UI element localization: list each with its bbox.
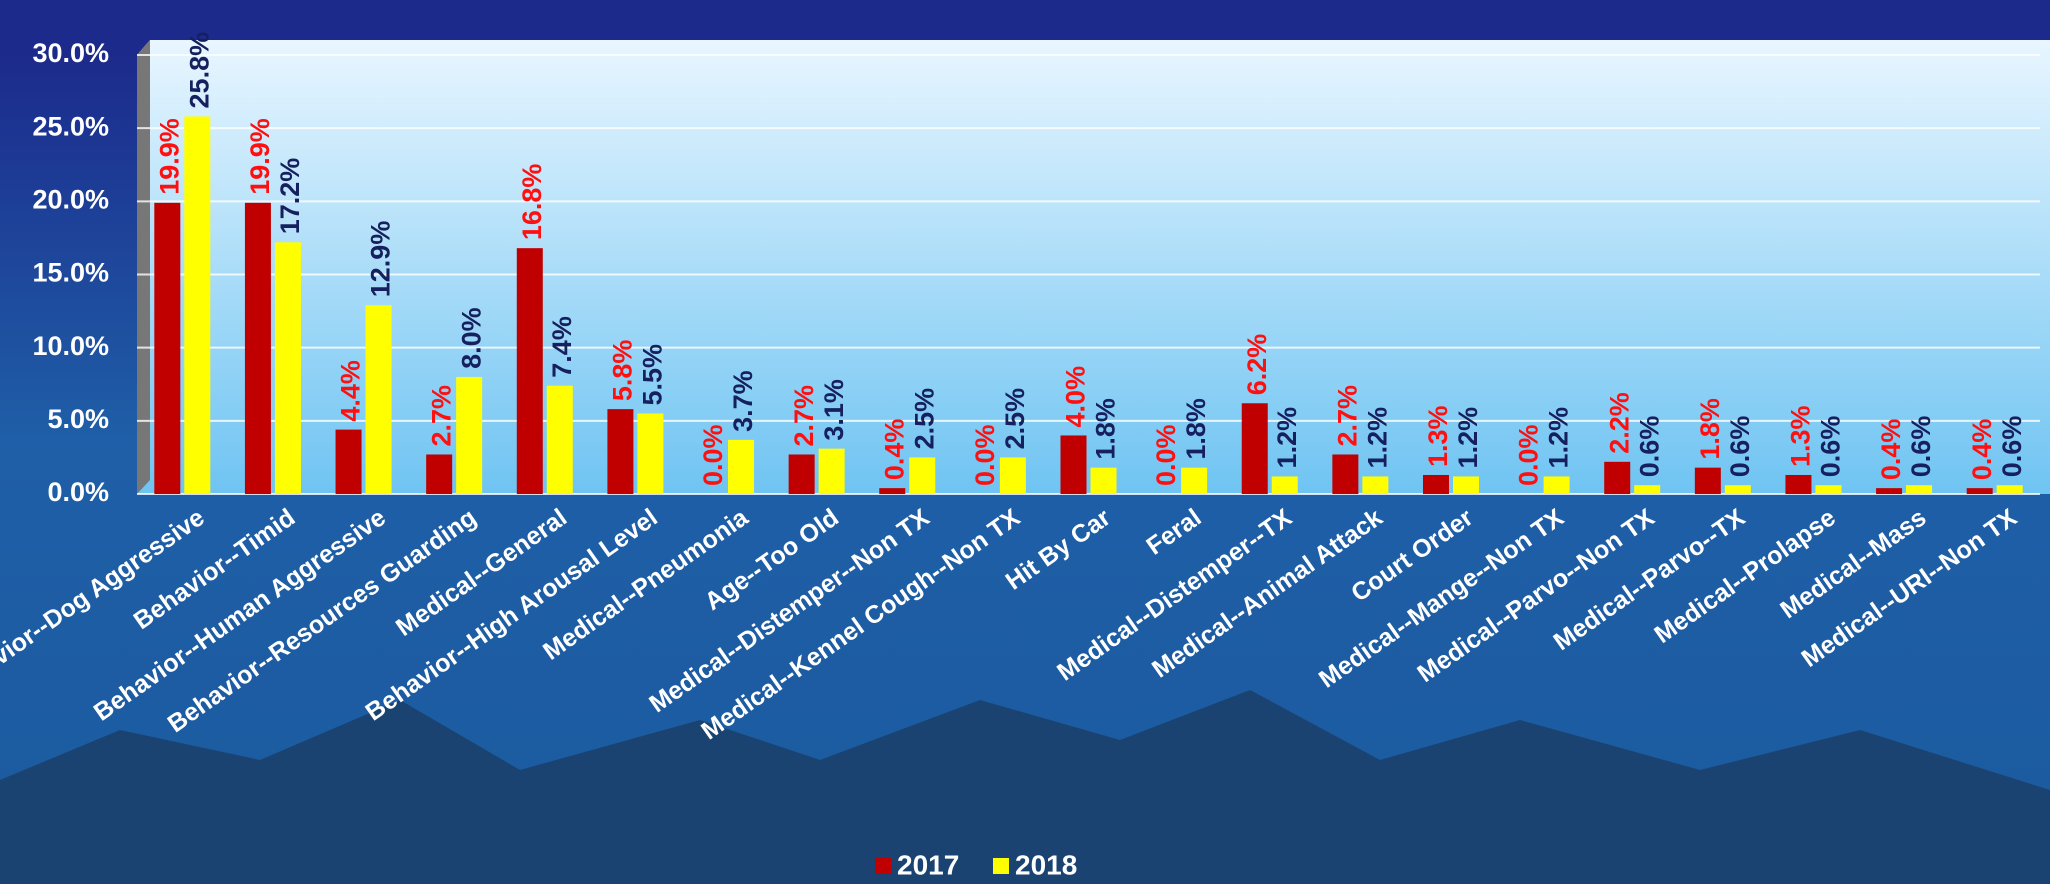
bar: [1996, 485, 2023, 494]
legend-label: 2017: [897, 849, 959, 880]
bar: [1241, 403, 1268, 494]
value-label: 16.8%: [517, 164, 547, 241]
bar: [365, 305, 392, 494]
value-label: 0.4%: [879, 419, 909, 481]
y-tick-label: 25.0%: [32, 111, 109, 141]
value-label: 0.6%: [1634, 416, 1664, 478]
bar: [274, 242, 301, 494]
bar: [1362, 476, 1389, 494]
value-label: 4.4%: [336, 360, 366, 422]
value-label: 1.2%: [1453, 407, 1483, 469]
value-label: 0.6%: [1725, 416, 1755, 478]
legend-label: 2018: [1015, 849, 1077, 880]
value-label: 2.7%: [789, 385, 819, 447]
bar: [546, 385, 573, 494]
value-label: 1.2%: [1362, 407, 1392, 469]
bar: [516, 248, 543, 494]
value-label: 3.1%: [819, 379, 849, 441]
bar: [335, 429, 362, 494]
bar: [1452, 476, 1479, 494]
bar: [426, 454, 453, 494]
value-label: 3.7%: [728, 370, 758, 432]
bar: [637, 413, 664, 494]
value-label: 0.4%: [1876, 419, 1906, 481]
value-label: 1.3%: [1423, 405, 1453, 467]
value-label: 1.8%: [1181, 398, 1211, 460]
value-label: 0.6%: [1816, 416, 1846, 478]
bar: [1090, 467, 1117, 494]
value-label: 1.3%: [1786, 405, 1816, 467]
value-label: 17.2%: [275, 158, 305, 235]
y-tick-label: 15.0%: [32, 258, 109, 288]
y-tick-label: 10.0%: [32, 331, 109, 361]
bar: [184, 116, 211, 495]
bar: [1694, 467, 1721, 494]
bar: [1634, 485, 1661, 494]
value-label: 0.0%: [698, 424, 728, 486]
value-label: 1.8%: [1695, 398, 1725, 460]
bar: [1966, 488, 1993, 494]
y-tick-label: 20.0%: [32, 184, 109, 214]
value-label: 19.9%: [154, 118, 184, 195]
value-label: 25.8%: [184, 32, 214, 109]
y-tick-label: 5.0%: [47, 404, 109, 434]
bar: [1724, 485, 1751, 494]
plot-wall: [137, 40, 150, 494]
plot-area: [137, 40, 2050, 494]
bar: [999, 457, 1026, 494]
bar: [1060, 435, 1087, 494]
value-label: 5.5%: [638, 344, 668, 406]
value-label: 2.7%: [1332, 385, 1362, 447]
bar: [1876, 488, 1903, 494]
value-label: 19.9%: [245, 118, 275, 195]
legend-swatch: [875, 858, 891, 874]
value-label: 6.2%: [1242, 334, 1272, 396]
bar: [154, 202, 181, 494]
value-label: 1.2%: [1544, 407, 1574, 469]
bar: [244, 202, 271, 494]
bar: [818, 448, 845, 494]
y-tick-label: 30.0%: [32, 38, 109, 68]
value-label: 4.0%: [1061, 366, 1091, 428]
value-label: 0.0%: [1514, 424, 1544, 486]
bar: [1543, 476, 1570, 494]
value-label: 2.5%: [1000, 388, 1030, 450]
value-label: 8.0%: [456, 307, 486, 369]
bar: [1906, 485, 1933, 494]
bar: [1181, 467, 1208, 494]
value-label: 0.0%: [970, 424, 1000, 486]
value-label: 1.8%: [1091, 398, 1121, 460]
bar: [607, 409, 634, 494]
value-label: 0.0%: [1151, 424, 1181, 486]
bar: [1271, 476, 1298, 494]
bar: [1422, 474, 1449, 494]
bar: [909, 457, 936, 494]
bar: [1332, 454, 1359, 494]
bar: [1815, 485, 1842, 494]
value-label: 0.6%: [1906, 416, 1936, 478]
bar: [1604, 461, 1631, 494]
value-label: 2.2%: [1604, 392, 1634, 454]
value-label: 1.2%: [1272, 407, 1302, 469]
bar: [788, 454, 815, 494]
bar: [1785, 474, 1812, 494]
value-label: 2.7%: [426, 385, 456, 447]
bar: [456, 376, 483, 494]
value-label: 2.5%: [909, 388, 939, 450]
value-label: 12.9%: [366, 221, 396, 298]
value-label: 0.4%: [1967, 419, 1997, 481]
value-label: 7.4%: [547, 316, 577, 378]
bar: [879, 488, 906, 494]
value-label: 5.8%: [608, 340, 638, 402]
mountains: [0, 690, 2050, 884]
value-label: 0.6%: [1997, 416, 2027, 478]
y-tick-label: 0.0%: [47, 477, 109, 507]
legend-swatch: [993, 858, 1009, 874]
bar: [728, 439, 755, 494]
